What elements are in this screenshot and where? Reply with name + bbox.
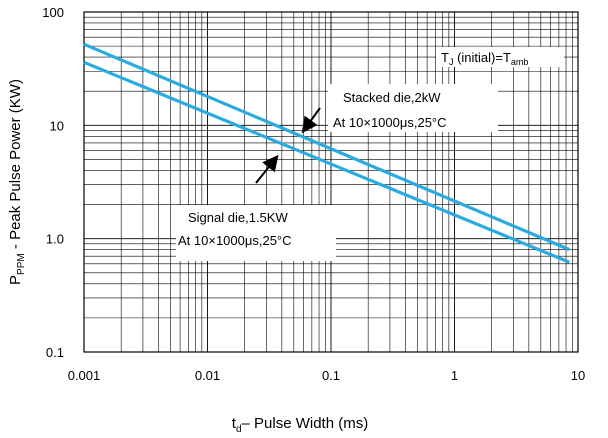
signal-die-condition: At 10×1000μs,25°C xyxy=(178,233,292,248)
signal-arrow xyxy=(255,154,279,184)
x-tick-label: 0.001 xyxy=(68,368,101,383)
grid xyxy=(83,12,578,353)
stacked-die-label: Stacked die,2kW xyxy=(343,90,441,105)
stacked-arrow xyxy=(301,107,321,134)
condition-label-bg xyxy=(436,47,564,67)
signal-die-line xyxy=(83,60,570,264)
y-tick-label: 100 xyxy=(42,5,64,20)
stacked-die-line xyxy=(83,42,570,252)
series-group xyxy=(83,42,570,264)
plot-frame xyxy=(83,11,579,353)
x-tick-label: 0.1 xyxy=(322,368,340,383)
condition-label: TJ (initial)=Tamb xyxy=(441,50,528,67)
annotation-arrows xyxy=(255,107,321,184)
y-tick-label: 0.1 xyxy=(46,345,64,360)
x-tick-labels: 0.001 0.01 0.1 1 10 xyxy=(68,368,586,383)
x-tick-label: 0.01 xyxy=(195,368,220,383)
stacked-label-bg xyxy=(328,84,498,132)
y-tick-label: 1.0 xyxy=(46,232,64,247)
stacked-die-condition: At 10×1000μs,25°C xyxy=(333,115,447,130)
signal-label-bg xyxy=(176,205,336,261)
x-tick-label: 1 xyxy=(451,368,458,383)
y-axis-label: PPPM - Peak Pulse Power (KW) xyxy=(7,79,27,285)
y-tick-labels: 100 10 1.0 0.1 xyxy=(42,5,64,360)
x-axis-label: td– Pulse Width (ms) xyxy=(232,415,368,435)
x-tick-label: 10 xyxy=(571,368,585,383)
y-tick-label: 10 xyxy=(50,118,64,133)
signal-die-label: Signal die,1.5KW xyxy=(188,210,288,225)
